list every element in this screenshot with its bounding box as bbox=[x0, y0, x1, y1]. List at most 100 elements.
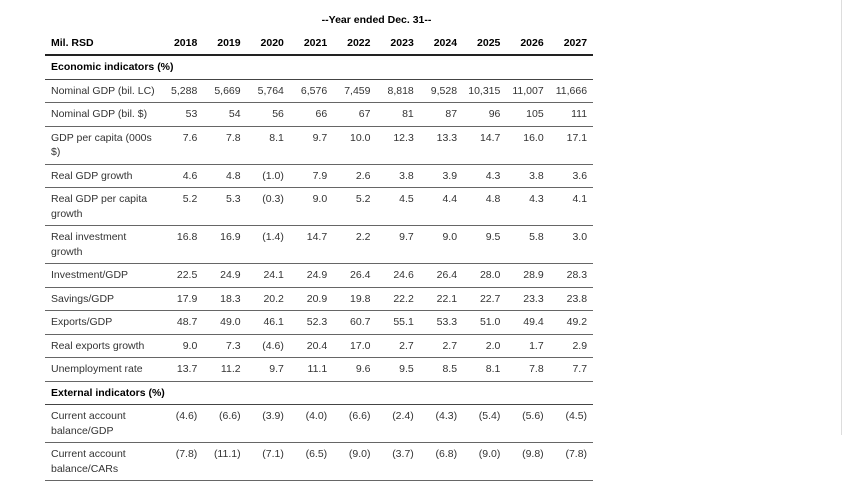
value-cell: 4.1 bbox=[549, 187, 594, 226]
value-cell: 7.6 bbox=[160, 126, 204, 165]
value-cell: 24.6 bbox=[376, 263, 420, 288]
value-cell: 6,576 bbox=[289, 79, 334, 103]
value-cell: 9.0 bbox=[419, 225, 464, 264]
value-cell: 5,764 bbox=[246, 79, 290, 103]
span-title: --Year ended Dec. 31-- bbox=[321, 14, 432, 26]
value-cell: 5,288 bbox=[160, 79, 204, 103]
value-cell: 20.4 bbox=[289, 334, 334, 358]
value-cell: 54 bbox=[203, 102, 247, 127]
value-cell: 2.0 bbox=[463, 334, 507, 358]
value-cell: 7.3 bbox=[203, 334, 247, 358]
value-cell: 20.9 bbox=[289, 287, 334, 311]
value-cell: 4.3 bbox=[506, 187, 550, 226]
value-cell: 3.8 bbox=[376, 164, 420, 188]
value-cell: 53.3 bbox=[419, 310, 464, 335]
row-label: Real investment growth bbox=[45, 225, 160, 264]
value-cell: (5.4) bbox=[463, 404, 507, 443]
year-header: 2023 bbox=[376, 31, 420, 56]
value-cell: 52.3 bbox=[289, 310, 334, 335]
value-cell: 17.0 bbox=[333, 334, 377, 358]
value-cell: 17.9 bbox=[160, 287, 204, 311]
value-cell: 13.3 bbox=[419, 126, 464, 165]
data-row: Exports/GDP 48.7 49.0 46.1 52.3 60.7 55.1 53.3 5… bbox=[45, 310, 594, 335]
value-cell: 9.7 bbox=[376, 225, 420, 264]
value-cell: 9,528 bbox=[419, 79, 464, 103]
value-cell: (4.5) bbox=[549, 404, 594, 443]
row-label: Real GDP per capita growth bbox=[45, 187, 160, 226]
year-header: 2022 bbox=[333, 31, 377, 56]
value-cell: 4.4 bbox=[419, 187, 464, 226]
value-cell: 11,007 bbox=[506, 79, 550, 103]
value-cell: 5.8 bbox=[506, 225, 550, 264]
value-cell: 7.8 bbox=[203, 126, 247, 165]
value-cell: 96 bbox=[463, 102, 507, 127]
value-cell: 2.2 bbox=[333, 225, 377, 264]
value-cell: 10.0 bbox=[333, 126, 377, 165]
data-row: Nominal GDP (bil. $) 53 54 56 66 67 81 87 96 105 1… bbox=[45, 102, 594, 127]
data-row: Savings/GDP 17.9 18.3 20.2 20.9 19.8 22.2 22.1 2… bbox=[45, 287, 594, 311]
row-label: Real exports growth bbox=[45, 334, 160, 358]
value-cell: (6.6) bbox=[203, 404, 247, 443]
value-cell: (4.0) bbox=[289, 404, 334, 443]
value-cell: 17.1 bbox=[549, 126, 594, 165]
value-cell: 24.1 bbox=[246, 263, 290, 288]
data-row: Real investment growth 16.8 16.9 (1.4) 14.7 2… bbox=[45, 225, 594, 264]
year-header: 2026 bbox=[506, 31, 550, 56]
value-cell: 7,459 bbox=[333, 79, 377, 103]
value-cell: 111 bbox=[549, 102, 594, 127]
value-cell: 7.9 bbox=[289, 164, 334, 188]
value-cell: 11.2 bbox=[203, 357, 247, 382]
value-cell: 67 bbox=[333, 102, 377, 127]
value-cell: 2.7 bbox=[419, 334, 464, 358]
data-row: Unemployment rate 13.7 11.2 9.7 11.1 9.6 9.5 8.… bbox=[45, 357, 594, 382]
year-header: 2021 bbox=[289, 31, 334, 56]
value-cell: 2.9 bbox=[549, 334, 594, 358]
value-cell: 23.8 bbox=[549, 287, 594, 311]
value-cell: 5.2 bbox=[333, 187, 377, 226]
row-label: GDP per capita (000s $) bbox=[45, 126, 160, 165]
value-cell: 3.0 bbox=[549, 225, 594, 264]
value-cell: 16.8 bbox=[160, 225, 204, 264]
value-cell: 9.0 bbox=[289, 187, 334, 226]
value-cell: 3.8 bbox=[506, 164, 550, 188]
value-cell: (1.4) bbox=[246, 225, 290, 264]
row-label: Investment/GDP bbox=[45, 263, 160, 288]
value-cell: 87 bbox=[419, 102, 464, 127]
value-cell: 24.9 bbox=[203, 263, 247, 288]
row-label: Current account balance/GDP bbox=[45, 404, 160, 443]
row-label: Nominal GDP (bil. $) bbox=[45, 102, 160, 127]
value-cell: (7.8) bbox=[160, 442, 204, 481]
value-cell: 8.1 bbox=[246, 126, 290, 165]
data-row: Current account balance/GDP (4.6) (6.6) (3.… bbox=[45, 404, 594, 443]
value-cell: 22.1 bbox=[419, 287, 464, 311]
value-cell: 55.1 bbox=[376, 310, 420, 335]
value-cell: 26.4 bbox=[419, 263, 464, 288]
value-cell: 1.7 bbox=[506, 334, 550, 358]
value-cell: 9.7 bbox=[289, 126, 334, 165]
stub-header: Mil. RSD bbox=[45, 31, 160, 56]
value-cell: 28.3 bbox=[549, 263, 594, 288]
value-cell: 2.7 bbox=[376, 334, 420, 358]
value-cell: (4.3) bbox=[419, 404, 464, 443]
value-cell: 24.9 bbox=[289, 263, 334, 288]
row-label: Real GDP growth bbox=[45, 164, 160, 188]
year-header: 2018 bbox=[160, 31, 204, 56]
value-cell: (9.0) bbox=[463, 442, 507, 481]
value-cell: 60.7 bbox=[333, 310, 377, 335]
value-cell: (7.1) bbox=[246, 442, 290, 481]
value-cell: 5.3 bbox=[203, 187, 247, 226]
value-cell: (3.9) bbox=[246, 404, 290, 443]
page: --Year ended Dec. 31-- Mil. RSD 2018 2019 2… bbox=[45, 0, 842, 481]
value-cell: 22.5 bbox=[160, 263, 204, 288]
value-cell: 18.3 bbox=[203, 287, 247, 311]
value-cell: 10,315 bbox=[463, 79, 507, 103]
value-cell: 11,666 bbox=[549, 79, 594, 103]
data-row: Current account balance/CARs (7.8) (11.1)(… bbox=[45, 442, 594, 481]
value-cell: 13.7 bbox=[160, 357, 204, 382]
row-label: Exports/GDP bbox=[45, 310, 160, 335]
data-row: Real GDP growth 4.6 4.8 (1.0) 7.9 2.6 3.8 3.9 4.… bbox=[45, 164, 594, 188]
value-cell: 28.0 bbox=[463, 263, 507, 288]
section-row: Economic indicators (%) bbox=[45, 55, 594, 80]
data-table: --Year ended Dec. 31-- Mil. RSD 2018 2019 2… bbox=[45, 9, 594, 481]
value-cell: (1.0) bbox=[246, 164, 290, 188]
